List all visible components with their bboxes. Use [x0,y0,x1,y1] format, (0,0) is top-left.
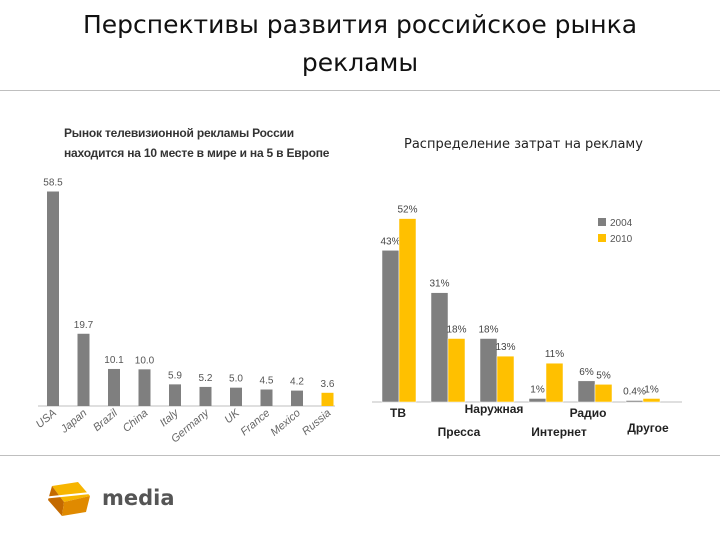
spark-cube-logo-icon [42,482,101,516]
bar-2004-4 [577,380,596,403]
bar-2010-5 [642,398,661,403]
logo-text: media [102,486,175,510]
value-label-2004-5: 0.4% [623,387,646,398]
category-label-5: Другое [627,421,669,435]
bar-2010-1 [447,338,466,403]
value-label-2010-4: 5% [596,370,611,381]
category-label-mexico: Mexico [269,407,303,439]
bar-2004-5 [625,400,644,403]
value-label-2004-2: 18% [478,325,498,336]
footer-divider [0,455,720,456]
value-label-italy: 5.9 [168,370,182,381]
value-label-2004-1: 31% [429,279,449,290]
value-label-china: 10.0 [135,355,155,366]
bar-usa [47,191,59,406]
bar-2010-2 [496,355,515,403]
value-label-uk: 5.0 [229,374,243,385]
bar-mexico [291,390,303,406]
tv-market-chart: 58.5 USA 19.7 Japan 10.1 Brazil 10.0 China 5.9 It… [34,178,335,445]
bar-2010-4 [594,384,613,403]
left-chart-title: Рынок телевизионной рекламы России наход… [64,123,329,163]
slide-title: Перспективы развития российское рынка ре… [40,6,680,82]
bar-2010-0 [398,218,417,403]
title-divider [0,90,720,91]
legend-swatch-2010 [598,234,606,242]
category-label-france: France [238,407,272,438]
category-label-2: Наружная [465,402,524,416]
category-label-italy: Italy [158,406,182,429]
bar-2010-3 [545,362,564,403]
bar-2004-3 [528,398,547,403]
legend-swatch-2004 [598,218,606,226]
left-chart-title-line1: Рынок телевизионной рекламы России [64,126,294,140]
bar-china [138,369,151,406]
value-label-france: 4.5 [260,376,274,387]
category-label-0: ТВ [390,406,406,420]
bar-brazil [108,368,120,406]
value-label-2010-5: 1% [644,384,659,395]
value-label-japan: 19.7 [74,320,94,331]
legend-label-2004: 2004 [610,218,633,229]
bar-uk [230,387,242,406]
bar-2004-1 [430,292,449,403]
value-label-2010-2: 13% [495,342,515,353]
bar-france [260,389,273,406]
category-label-usa: USA [34,407,59,431]
bar-italy [169,384,181,406]
slide-title-line2: рекламы [301,48,419,77]
ad-spend-chart: 43% 52% ТВ 31% 18% Пресса 18% 13% Наружная 1% 11% И… [372,205,682,439]
value-label-russia: 3.6 [321,379,335,390]
value-label-2004-0: 43% [380,236,400,247]
right-chart-title: Распределение затрат на рекламу [404,137,643,152]
media-logo: media [42,478,182,518]
category-label-china: China [121,407,151,435]
value-label-brazil: 10.1 [104,355,124,366]
value-label-usa: 58.5 [43,178,63,189]
category-label-1: Пресса [438,425,481,439]
category-label-4: Радио [570,406,607,420]
category-label-japan: Japan [58,407,89,436]
category-label-uk: UK [223,407,243,426]
category-label-russia: Russia [300,407,333,438]
bar-russia [321,392,334,406]
bar-japan [77,333,90,406]
value-label-2004-3: 1% [530,384,545,395]
slide-title-line1: Перспективы развития российское рынка [82,10,638,39]
category-label-brazil: Brazil [91,407,120,434]
value-label-germany: 5.2 [199,373,213,384]
value-label-2004-4: 6% [579,367,594,378]
value-label-2010-1: 18% [446,325,466,336]
category-label-3: Интернет [531,425,587,439]
bar-2004-2 [479,338,498,403]
left-chart-title-line2: находится на 10 месте в мире и на 5 в Ев… [64,146,330,160]
value-label-2010-3: 11% [545,349,564,360]
value-label-mexico: 4.2 [290,377,304,388]
value-label-2010-0: 52% [397,205,417,216]
legend-label-2010: 2010 [610,234,633,245]
bar-germany [199,386,212,406]
bar-2004-0 [381,250,400,403]
